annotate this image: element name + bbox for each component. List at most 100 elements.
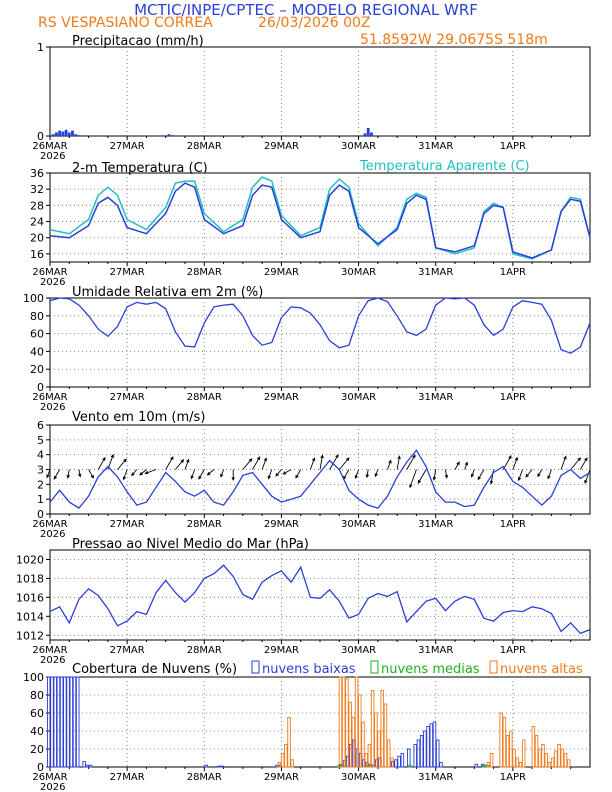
wind-arrow-head xyxy=(563,455,567,460)
wind-arrow-head xyxy=(508,455,512,460)
wind-arrow-head xyxy=(248,458,253,462)
wind-ytick-label: 1 xyxy=(37,493,44,506)
cloud-legend: nuvens baixas nuvens medias nuvens altas xyxy=(251,660,583,677)
rh-line xyxy=(49,297,591,354)
temp-ytick-label: 36 xyxy=(30,167,44,180)
wind-xtick-label: 27MAR xyxy=(110,519,145,530)
cloud-high-bar xyxy=(380,690,385,768)
precip-frame xyxy=(49,46,591,137)
temp-title: 2-m Temperatura (C) xyxy=(72,161,208,176)
cloud-low-bar xyxy=(407,748,411,768)
cloud-high-bar xyxy=(348,701,352,768)
wind-arrow-head xyxy=(144,470,149,475)
cloud-high-bar xyxy=(486,762,491,768)
cloud-high-bar xyxy=(518,762,523,768)
pressure-xtick-label: 1APR xyxy=(500,645,526,656)
wind-arrow-head xyxy=(311,457,316,462)
pressure-ytick-label: 1012 xyxy=(16,629,44,642)
temp-2m-line xyxy=(49,182,591,259)
wind-xtick-label: 26MAR xyxy=(32,519,67,530)
wind-arrow-head xyxy=(123,458,127,463)
wind-arrow-head xyxy=(577,457,582,462)
precip-xtick-label: 29MAR xyxy=(264,141,299,152)
wind-arrow xyxy=(309,458,315,470)
wind-arrow-head xyxy=(220,473,224,478)
temp-ytick-label: 16 xyxy=(30,248,44,261)
pressure-line xyxy=(49,564,591,635)
rh-ytick-label: 20 xyxy=(30,363,44,376)
precip-bar xyxy=(71,130,74,136)
wind-arrow xyxy=(396,456,400,470)
wind-arrow-head xyxy=(256,456,261,461)
wind-arrow xyxy=(88,469,94,479)
header-run: 26/03/2026 00Z xyxy=(258,15,371,31)
wind-arrow-head xyxy=(514,456,518,461)
wind-arrow-head xyxy=(432,476,436,481)
temp-ytick-label: 20 xyxy=(30,232,44,245)
wind-arrow-head xyxy=(444,474,449,479)
legend-swatch-mid xyxy=(370,660,379,674)
wind-arrow-head xyxy=(409,484,413,489)
cloud-low-bar xyxy=(88,764,93,768)
cloud-low-bar xyxy=(66,676,70,768)
clouds-xtick-label: 26MAR xyxy=(32,772,67,783)
wind-arrow xyxy=(261,458,267,470)
wind-arrow-head xyxy=(584,479,588,484)
wind-arrow xyxy=(145,469,157,474)
wind-arrow xyxy=(387,460,392,470)
cloud-high-bar xyxy=(505,735,510,768)
wind-arrow xyxy=(444,469,448,478)
cloud-high-bar xyxy=(277,762,282,768)
precip-bar xyxy=(55,132,58,136)
wind-arrow-head xyxy=(470,473,475,478)
wind-speed-line xyxy=(49,449,591,509)
cloud-low-bar xyxy=(419,735,424,768)
rh-xtick-label: 27MAR xyxy=(110,392,145,403)
wind-arrow xyxy=(190,469,196,479)
rh-ytick-label: 100 xyxy=(23,292,44,305)
clouds-xtick-label: 30MAR xyxy=(341,772,376,783)
wind-arrow-head xyxy=(489,480,494,485)
temp-xtick-label: 30MAR xyxy=(341,267,376,278)
wind-arrow-head xyxy=(547,475,551,480)
pressure-xtick-label: 31MAR xyxy=(418,645,453,656)
pressure-ytick-label: 1014 xyxy=(16,610,44,623)
precip-xtick-label: 31MAR xyxy=(418,141,453,152)
clouds-title: Cobertura de Nuvens (%) xyxy=(72,662,237,677)
pressure-xtick-label: 29MAR xyxy=(264,645,299,656)
wind-arrow xyxy=(242,458,253,470)
legend-label-low: nuvens baixas xyxy=(262,662,356,677)
cloud-low-bar xyxy=(397,755,401,768)
wind-arrow-head xyxy=(186,458,190,463)
wind-arrow-head xyxy=(517,477,522,482)
header-station: RS VESPASIANO CORREA xyxy=(38,15,213,31)
rh-year-label: 2026 xyxy=(40,402,65,413)
cloud-high-bar xyxy=(489,753,494,768)
wind-arrow-head xyxy=(90,474,94,479)
temp-ytick-label: 24 xyxy=(30,216,44,229)
wind-arrow xyxy=(477,469,485,480)
wind-arrow xyxy=(560,456,567,470)
pressure-year-label: 2026 xyxy=(40,655,65,666)
clouds-ytick-label: 60 xyxy=(30,707,44,720)
wind-xtick-label: 31MAR xyxy=(418,519,453,530)
wind-ytick-label: 2 xyxy=(37,478,44,491)
cloud-low-bar xyxy=(220,765,225,768)
cloud-high-bar xyxy=(499,712,503,768)
wind-arrow-head xyxy=(537,473,541,478)
cloud-high-bar xyxy=(370,690,375,768)
wind-arrow xyxy=(355,469,359,479)
rh-xtick-label: 26MAR xyxy=(32,392,67,403)
wind-arrow xyxy=(131,469,138,476)
cloud-high-bar xyxy=(361,721,365,768)
cloud-high-bar xyxy=(383,703,388,768)
wind-arrow-head xyxy=(282,471,287,475)
wind-arrow xyxy=(295,469,302,479)
wind-arrow xyxy=(329,454,339,470)
header-title: MCTIC/INPE/CPTEC – MODELO REGIONAL WRF xyxy=(134,1,478,19)
precip-year-label: 2026 xyxy=(40,151,65,162)
cloud-low-bar xyxy=(474,763,479,768)
pressure-ytick-label: 1016 xyxy=(16,591,44,604)
wind-arrow-head xyxy=(388,459,392,464)
wind-xtick-label: 1APR xyxy=(500,519,526,530)
